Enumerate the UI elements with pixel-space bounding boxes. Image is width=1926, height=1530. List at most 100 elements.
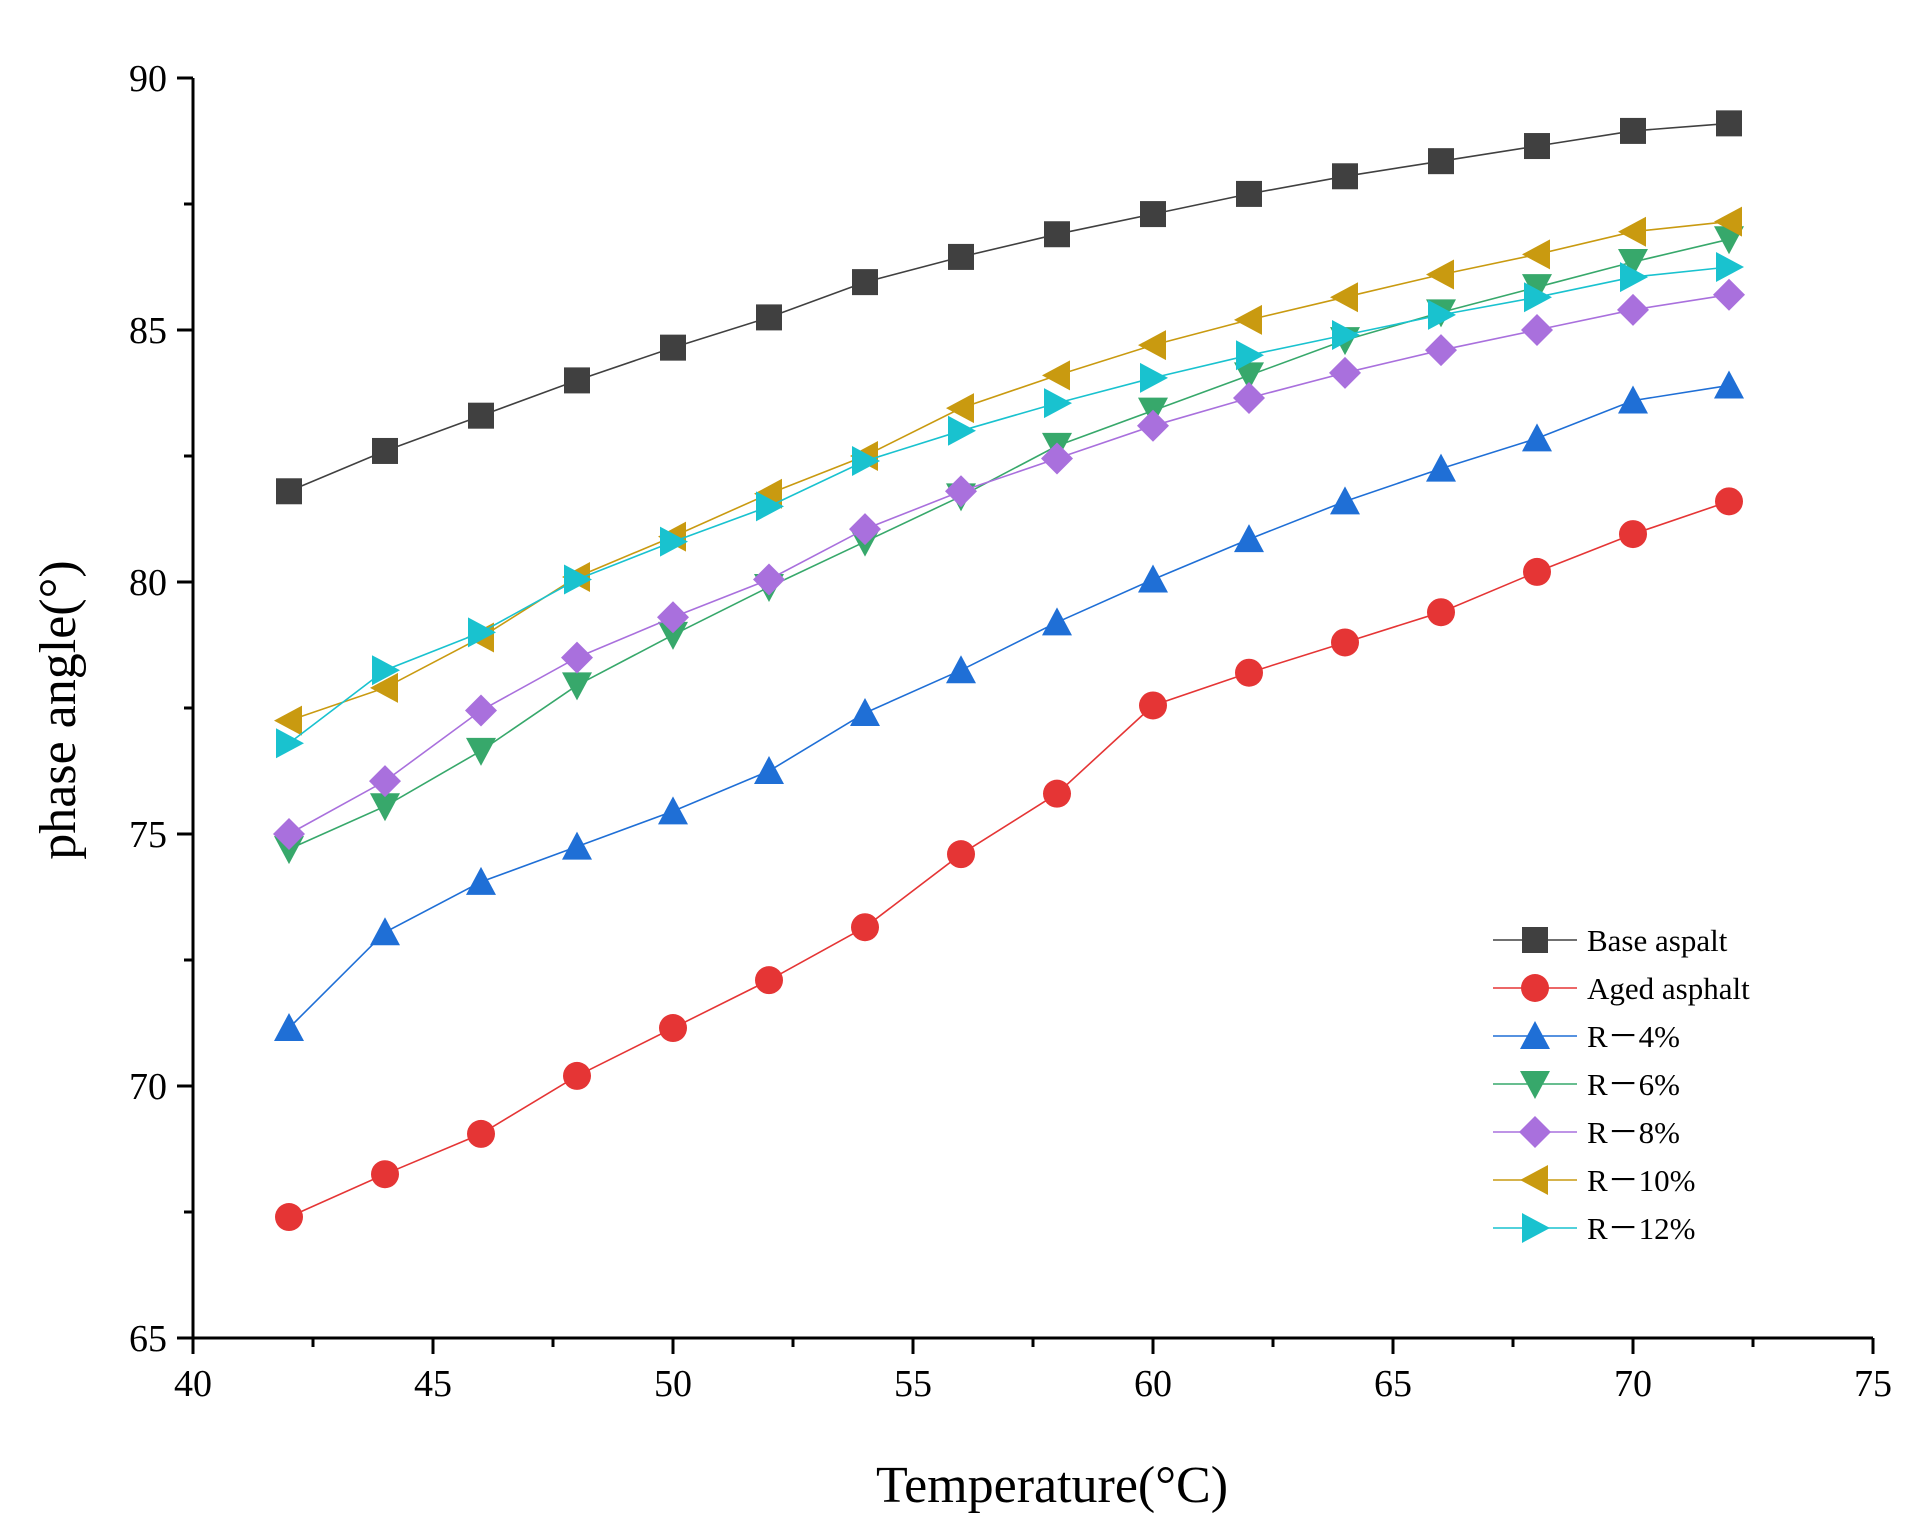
- data-point: [273, 818, 305, 850]
- data-point: [1042, 607, 1072, 636]
- data-point: [466, 866, 496, 895]
- legend-item-1: Aged asphalt: [1493, 971, 1750, 1006]
- data-point: [1523, 557, 1551, 586]
- data-point: [1426, 259, 1454, 290]
- data-point: [468, 617, 496, 648]
- legend-marker: [1519, 1116, 1551, 1148]
- data-point: [1619, 520, 1647, 549]
- data-point: [1426, 453, 1456, 482]
- data-point: [1330, 282, 1358, 313]
- data-point: [465, 694, 497, 727]
- series-line: [288, 266, 1730, 744]
- data-point: [1428, 299, 1456, 330]
- data-point: [1043, 779, 1071, 808]
- data-point: [946, 393, 974, 424]
- data-point: [372, 655, 400, 686]
- series-2: [274, 370, 1744, 1042]
- data-point: [562, 831, 592, 860]
- data-point: [1522, 239, 1550, 270]
- data-point: [1236, 340, 1264, 371]
- ticks: 40 45 50 55 60 65 70 75 65 70 75 80 85 90: [129, 58, 1892, 1405]
- data-point: [563, 1061, 591, 1090]
- legend-label: R－6%: [1587, 1067, 1680, 1102]
- data-point: [1234, 304, 1262, 335]
- data-point: [1715, 487, 1743, 516]
- series-line: [288, 122, 1730, 493]
- data-point: [1714, 206, 1742, 237]
- data-point: [274, 1013, 304, 1042]
- y-tick-label: 90: [129, 58, 167, 100]
- data-point: [564, 564, 592, 595]
- data-point: [1425, 334, 1457, 367]
- data-point: [754, 478, 782, 509]
- data-point: [1524, 133, 1550, 160]
- data-point: [1331, 628, 1359, 657]
- series-line: [288, 293, 1730, 835]
- data-point: [1330, 486, 1360, 515]
- series-line: [288, 238, 1730, 850]
- data-point: [1139, 691, 1167, 720]
- data-point: [1332, 163, 1358, 190]
- x-tick-label: 55: [894, 1363, 932, 1405]
- legend-item-6: R－12%: [1493, 1211, 1696, 1246]
- x-tick-label: 75: [1854, 1363, 1892, 1405]
- data-point: [658, 796, 688, 825]
- data-point: [852, 446, 880, 477]
- data-point: [1234, 362, 1264, 391]
- data-point: [753, 563, 785, 596]
- legend-item-2: R－4%: [1493, 1019, 1680, 1054]
- data-point: [658, 621, 688, 650]
- data-point: [1138, 564, 1168, 593]
- data-point: [1620, 262, 1648, 293]
- data-point: [1140, 201, 1166, 228]
- data-point: [1427, 598, 1455, 627]
- y-tick-label: 85: [129, 310, 167, 352]
- data-point: [947, 840, 975, 869]
- data-point: [660, 334, 686, 361]
- x-axis-title: Temperature(°C): [876, 1457, 1228, 1514]
- data-point: [274, 836, 304, 865]
- data-point: [562, 672, 592, 701]
- data-point: [1521, 314, 1553, 346]
- series-1: [275, 487, 1743, 1232]
- data-point: [275, 1203, 303, 1232]
- data-point: [276, 728, 304, 759]
- data-point: [1235, 658, 1263, 687]
- data-point: [276, 478, 302, 505]
- legend-label: Base aspalt: [1587, 923, 1728, 958]
- data-point: [1716, 110, 1742, 137]
- data-point: [467, 1119, 495, 1148]
- data-point: [468, 402, 494, 429]
- legend-marker: [1520, 1021, 1550, 1049]
- data-point: [1234, 524, 1264, 553]
- legend-marker: [1520, 1165, 1548, 1195]
- data-point: [1620, 117, 1646, 144]
- data-point: [1618, 216, 1646, 247]
- data-point: [372, 437, 398, 464]
- y-tick-label: 65: [129, 1318, 167, 1360]
- data-point: [849, 513, 881, 546]
- series-layer: [273, 110, 1745, 1232]
- legend-label: R－8%: [1587, 1115, 1680, 1150]
- data-point: [370, 917, 400, 946]
- data-point: [370, 672, 398, 703]
- data-point: [1137, 409, 1169, 442]
- data-point: [1236, 180, 1262, 207]
- data-point: [851, 913, 879, 942]
- data-point: [948, 415, 976, 446]
- data-point: [657, 601, 689, 634]
- data-point: [852, 269, 878, 296]
- data-point: [1524, 282, 1552, 313]
- legend-item-0: Base aspalt: [1493, 923, 1728, 958]
- data-point: [1522, 274, 1552, 303]
- data-point: [1042, 360, 1070, 391]
- data-point: [561, 641, 593, 674]
- y-tick-label: 75: [129, 814, 167, 856]
- data-point: [660, 526, 688, 557]
- legend-marker: [1522, 927, 1548, 953]
- legend-marker: [1521, 974, 1549, 1002]
- data-point: [369, 765, 401, 798]
- data-point: [948, 243, 974, 270]
- y-axis-title: phase angle(°): [30, 560, 87, 859]
- x-tick-label: 40: [174, 1363, 212, 1405]
